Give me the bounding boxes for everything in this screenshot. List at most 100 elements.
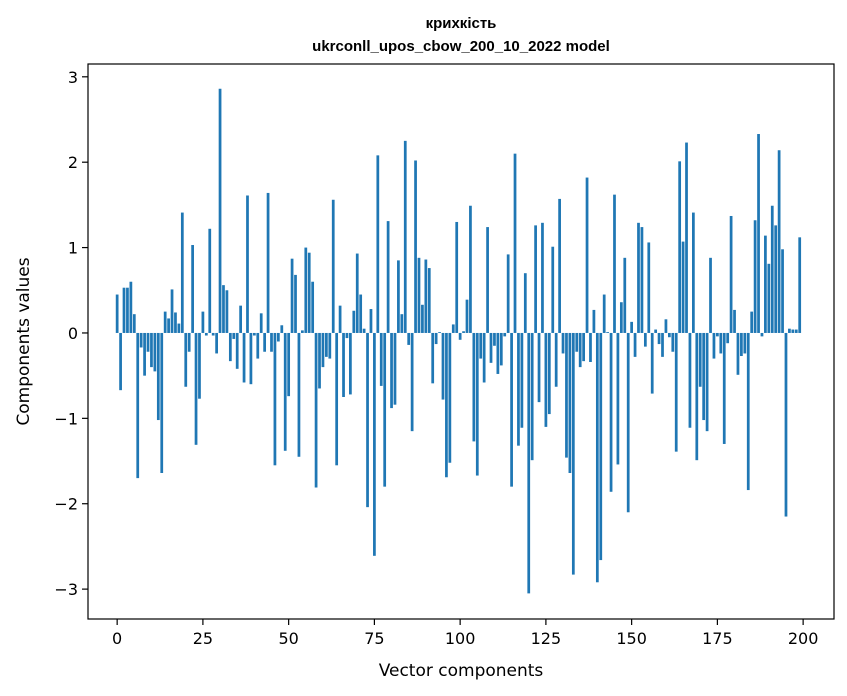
bar-171 (702, 332, 706, 421)
bar-193 (777, 150, 781, 333)
bar-71 (359, 294, 363, 333)
bar-90 (424, 259, 428, 333)
bar-172 (705, 332, 709, 432)
bar-154 (643, 332, 647, 347)
bar-84 (403, 140, 407, 333)
bar-104 (472, 332, 476, 442)
bar-72 (362, 328, 366, 333)
bar-190 (767, 263, 771, 333)
bar-121 (530, 332, 534, 461)
bar-6 (136, 332, 140, 479)
x-tick-label-75: 75 (364, 629, 384, 648)
bar-45 (270, 332, 273, 352)
bar-29 (215, 332, 218, 354)
bar-18 (177, 323, 181, 333)
bar-155 (647, 242, 651, 333)
bar-43 (263, 332, 267, 352)
bar-26 (204, 332, 208, 336)
bar-106 (479, 332, 483, 359)
bar-191 (770, 205, 774, 333)
bar-123 (537, 332, 541, 403)
bar-131 (565, 332, 568, 458)
bar-135 (578, 332, 582, 368)
bar-15 (167, 318, 170, 333)
bar-197 (791, 329, 795, 333)
bar-186 (753, 220, 757, 333)
bar-175 (716, 332, 719, 337)
bar-64 (335, 332, 339, 466)
bar-47 (276, 332, 280, 342)
bar-52 (294, 274, 297, 333)
x-tick-label-100: 100 (445, 629, 476, 648)
bar-68 (349, 332, 352, 395)
bar-62 (328, 332, 332, 359)
bar-116 (513, 153, 517, 333)
x-axis-label: Vector components (379, 661, 544, 681)
bar-137 (585, 177, 589, 333)
bar-19 (180, 212, 184, 333)
bar-91 (427, 268, 431, 333)
bar-168 (692, 212, 695, 333)
bar-7 (139, 332, 143, 348)
bar-86 (410, 332, 414, 432)
bar-118 (520, 332, 524, 428)
y-tick-label--1: −1 (54, 409, 78, 428)
bar-28 (211, 332, 215, 336)
bar-1 (119, 332, 122, 391)
bar-37 (242, 332, 246, 383)
bar-33 (228, 332, 232, 362)
bar-139 (592, 309, 596, 333)
bar-78 (383, 332, 387, 487)
bar-185 (750, 311, 754, 333)
bar-70 (355, 253, 359, 333)
bar-67 (345, 332, 349, 339)
bar-88 (417, 257, 421, 333)
bar-134 (575, 332, 579, 352)
bar-105 (475, 332, 479, 476)
bar-179 (729, 215, 733, 333)
y-tick-label-3: 3 (68, 68, 78, 87)
bar-187 (757, 134, 760, 333)
bar-80 (390, 332, 393, 409)
bar-170 (698, 332, 702, 387)
bar-59 (318, 332, 321, 389)
bar-182 (740, 332, 743, 357)
x-tick-label-0: 0 (112, 629, 122, 648)
x-tick-label-200: 200 (788, 629, 819, 648)
bar-99 (455, 221, 459, 333)
bar-60 (321, 332, 325, 368)
bar-107 (482, 332, 486, 383)
plot-frame (87, 63, 835, 620)
bar-44 (266, 192, 270, 333)
y-axis-ticks: −3 −2 −1 0 1 2 3 (54, 68, 88, 599)
bar-9 (146, 332, 150, 352)
bar-54 (300, 330, 304, 333)
bar-169 (695, 332, 699, 461)
bar-49 (283, 332, 287, 451)
bar-48 (280, 325, 284, 333)
y-axis-label: Components values (14, 257, 34, 425)
bar-142 (602, 294, 606, 333)
bar-165 (681, 241, 685, 333)
bar-51 (290, 258, 294, 333)
bar-189 (764, 235, 767, 333)
bar-174 (712, 332, 716, 359)
bar-113 (503, 332, 507, 337)
bar-50 (287, 332, 291, 397)
bar-94 (438, 332, 441, 333)
bar-199 (798, 237, 802, 333)
bar-124 (541, 222, 544, 333)
bar-147 (619, 302, 623, 333)
bar-157 (654, 329, 658, 333)
bar-150 (630, 321, 634, 333)
bar-196 (788, 328, 791, 333)
bar-39 (249, 332, 253, 385)
bar-133 (571, 332, 575, 575)
y-tick-label-2: 2 (68, 153, 78, 172)
bar-0 (115, 294, 119, 333)
bar-159 (661, 332, 664, 357)
bar-5 (132, 314, 136, 333)
chart-title-line-1: крихкість (426, 15, 497, 32)
bar-146 (616, 332, 620, 465)
